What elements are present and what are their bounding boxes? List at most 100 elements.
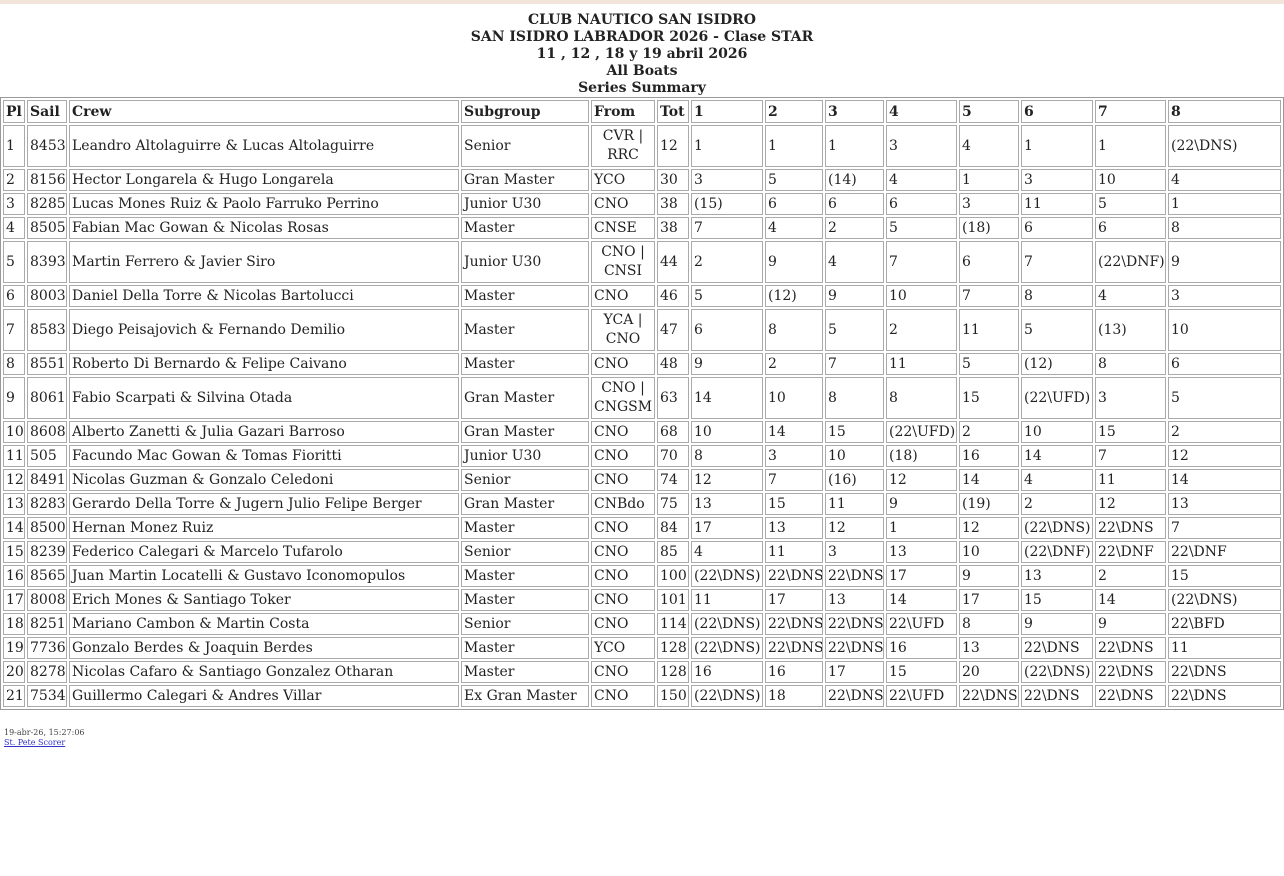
cell-5: 14 — [959, 469, 1019, 491]
cell-sail: 8583 — [27, 309, 67, 351]
scorer-link[interactable]: St. Pete Scorer — [4, 738, 66, 747]
cell-1: 13 — [691, 493, 763, 515]
cell-5: 17 — [959, 589, 1019, 611]
cell-tot: 75 — [657, 493, 689, 515]
cell-3: 11 — [825, 493, 884, 515]
cell-tot: 128 — [657, 637, 689, 659]
cell-3: 12 — [825, 517, 884, 539]
cell-4: (18) — [886, 445, 957, 467]
cell-6: (22\DNS) — [1021, 661, 1093, 683]
cell-sail: 8061 — [27, 377, 67, 419]
table-row: 4 8505 Fabian Mac Gowan & Nicolas Rosas Mas… — [3, 217, 1281, 239]
timestamp: 19-abr-26, 15:27:06 — [4, 728, 85, 737]
cell-5: 9 — [959, 565, 1019, 587]
cell-6: (22\DNF) — [1021, 541, 1093, 563]
cell-from: CNO — [591, 421, 655, 443]
cell-4: 4 — [886, 169, 957, 191]
cell-2: 15 — [765, 493, 823, 515]
cell-1: 3 — [691, 169, 763, 191]
cell-pl: 7 — [3, 309, 25, 351]
cell-6: 9 — [1021, 613, 1093, 635]
cell-crew: Fabian Mac Gowan & Nicolas Rosas — [69, 217, 459, 239]
cell-4: 9 — [886, 493, 957, 515]
cell-1: (22\DNS) — [691, 685, 763, 707]
cell-6: 14 — [1021, 445, 1093, 467]
cell-5: (19) — [959, 493, 1019, 515]
cell-subgroup: Senior — [461, 541, 589, 563]
cell-tot: 47 — [657, 309, 689, 351]
cell-6: 10 — [1021, 421, 1093, 443]
cell-2: 3 — [765, 445, 823, 467]
cell-7: 6 — [1095, 217, 1166, 239]
cell-crew: Facundo Mac Gowan & Tomas Fioritti — [69, 445, 459, 467]
cell-6: 1 — [1021, 125, 1093, 167]
cell-from: CNBdo — [591, 493, 655, 515]
cell-tot: 150 — [657, 685, 689, 707]
cell-sail: 8453 — [27, 125, 67, 167]
cell-6: 15 — [1021, 589, 1093, 611]
cell-tot: 128 — [657, 661, 689, 683]
table-row: 20 8278 Nicolas Cafaro & Santiago Gonzalez… — [3, 661, 1281, 683]
column-header: 8 — [1168, 100, 1281, 123]
cell-2: 14 — [765, 421, 823, 443]
cell-pl: 15 — [3, 541, 25, 563]
cell-3: 1 — [825, 125, 884, 167]
table-row: 19 7736 Gonzalo Berdes & Joaquin Berdes Mas… — [3, 637, 1281, 659]
cell-8: 2 — [1168, 421, 1281, 443]
cell-tot: 68 — [657, 421, 689, 443]
cell-8: 6 — [1168, 353, 1281, 375]
cell-crew: Alberto Zanetti & Julia Gazari Barroso — [69, 421, 459, 443]
cell-pl: 14 — [3, 517, 25, 539]
summary-title: Series Summary — [578, 80, 706, 96]
cell-from: CNO — [591, 685, 655, 707]
cell-tot: 30 — [657, 169, 689, 191]
table-row: 10 8608 Alberto Zanetti & Julia Gazari Bar… — [3, 421, 1281, 443]
cell-crew: Hernan Monez Ruiz — [69, 517, 459, 539]
results-table: Pl Sail Crew Subgroup From Tot 1 2 3 4 5 6 7 8 1 8453 L… — [0, 97, 1284, 710]
cell-8: 8 — [1168, 217, 1281, 239]
cell-sail: 8608 — [27, 421, 67, 443]
cell-pl: 11 — [3, 445, 25, 467]
cell-8: 12 — [1168, 445, 1281, 467]
cell-sail: 8551 — [27, 353, 67, 375]
cell-1: 2 — [691, 241, 763, 283]
cell-from: CNO | CNSI — [591, 241, 655, 283]
cell-crew: Nicolas Guzman & Gonzalo Celedoni — [69, 469, 459, 491]
cell-5: 11 — [959, 309, 1019, 351]
table-row: 7 8583 Diego Peisajovich & Fernando Demili… — [3, 309, 1281, 351]
cell-1: 1 — [691, 125, 763, 167]
table-row: 2 8156 Hector Longarela & Hugo Longarela Gr… — [3, 169, 1281, 191]
cell-3: 22\DNS — [825, 565, 884, 587]
cell-1: 16 — [691, 661, 763, 683]
cell-4: 13 — [886, 541, 957, 563]
cell-6: 22\DNS — [1021, 637, 1093, 659]
fleet-name: All Boats — [606, 63, 678, 79]
cell-2: 5 — [765, 169, 823, 191]
cell-4: 14 — [886, 589, 957, 611]
cell-6: (12) — [1021, 353, 1093, 375]
cell-subgroup: Senior — [461, 469, 589, 491]
cell-subgroup: Master — [461, 353, 589, 375]
cell-8: 10 — [1168, 309, 1281, 351]
cell-7: 7 — [1095, 445, 1166, 467]
cell-tot: 48 — [657, 353, 689, 375]
cell-crew: Diego Peisajovich & Fernando Demilio — [69, 309, 459, 351]
cell-tot: 12 — [657, 125, 689, 167]
cell-5: 10 — [959, 541, 1019, 563]
cell-sail: 8278 — [27, 661, 67, 683]
cell-8: 15 — [1168, 565, 1281, 587]
cell-from: CNO — [591, 541, 655, 563]
cell-1: 11 — [691, 589, 763, 611]
cell-from: CNO — [591, 353, 655, 375]
cell-1: 7 — [691, 217, 763, 239]
cell-crew: Lucas Mones Ruiz & Paolo Farruko Perrino — [69, 193, 459, 215]
cell-2: (12) — [765, 285, 823, 307]
cell-2: 2 — [765, 353, 823, 375]
column-header: 1 — [691, 100, 763, 123]
cell-crew: Daniel Della Torre & Nicolas Bartolucci — [69, 285, 459, 307]
cell-4: 2 — [886, 309, 957, 351]
cell-tot: 74 — [657, 469, 689, 491]
cell-3: 6 — [825, 193, 884, 215]
cell-1: 9 — [691, 353, 763, 375]
cell-8: (22\DNS) — [1168, 589, 1281, 611]
